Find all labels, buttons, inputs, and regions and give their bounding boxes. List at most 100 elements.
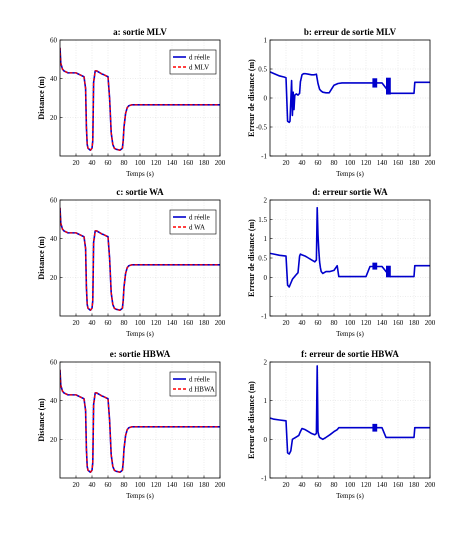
- y-tick-label: 2: [264, 197, 268, 205]
- x-tick-label: 200: [215, 481, 226, 489]
- x-tick-label: 140: [167, 481, 178, 489]
- x-tick-label: 60: [105, 481, 113, 489]
- x-axis-label: Temps (s): [126, 492, 154, 500]
- x-tick-label: 40: [299, 159, 307, 167]
- x-tick-label: 20: [283, 159, 291, 167]
- plot-content: [60, 369, 220, 474]
- x-tick-label: 80: [331, 481, 339, 489]
- legend-box: [169, 49, 217, 75]
- chart-panel-5: 20 40 60 80 100 120 140 160 180 200 20 40 60 e: sorti…: [37, 349, 226, 500]
- plot-content: [60, 207, 220, 312]
- x-tick-label: 40: [299, 481, 307, 489]
- x-tick-label: 20: [283, 481, 291, 489]
- x-axis-label: Temps (s): [336, 330, 364, 338]
- y-axis-label: Erreur de distance (m): [247, 59, 256, 137]
- legend: d réelle d MLV: [169, 49, 217, 75]
- y-tick-label: -0.5: [256, 124, 268, 132]
- y-tick-label: 0.5: [258, 255, 267, 263]
- x-tick-label: 180: [409, 481, 420, 489]
- x-tick-label: 80: [331, 319, 339, 327]
- y-tick-label: 20: [50, 274, 58, 282]
- x-tick-label: 60: [315, 481, 323, 489]
- chart-panel-6: 20 40 60 80 100 120 140 160 180 200 -1 0 1 2 f: erreur…: [247, 349, 436, 500]
- y-tick-label: 20: [50, 114, 58, 122]
- x-tick-label: 200: [425, 481, 436, 489]
- y-tick-label: 60: [50, 359, 58, 367]
- y-axis-label: Erreur de distance (m): [247, 381, 256, 459]
- x-tick-label: 100: [345, 159, 356, 167]
- series-line-1: [270, 365, 430, 455]
- x-tick-label: 200: [215, 319, 226, 327]
- legend-box: [169, 371, 217, 397]
- chart-title: d: erreur sortie WA: [312, 187, 388, 197]
- y-axis-label: Erreur de distance (m): [247, 219, 256, 297]
- plot-content: [60, 47, 220, 151]
- y-tick-label: 40: [50, 397, 58, 405]
- y-tick-label: 0: [264, 95, 268, 103]
- x-tick-label: 60: [105, 159, 113, 167]
- x-tick-label: 20: [73, 319, 81, 327]
- legend-entry: d MLV: [189, 64, 209, 72]
- x-tick-label: 80: [121, 481, 129, 489]
- chart-title: c: sortie WA: [116, 187, 164, 197]
- x-tick-label: 200: [425, 159, 436, 167]
- legend-entry: d réelle: [189, 54, 210, 62]
- x-tick-label: 120: [361, 481, 372, 489]
- chart-panel-1: 20 40 60 80 100 120 140 160 180 200 20 40 60 a: sorti…: [37, 27, 226, 178]
- x-tick-label: 140: [377, 481, 388, 489]
- x-tick-label: 140: [167, 319, 178, 327]
- x-tick-label: 40: [89, 159, 97, 167]
- series-line-1: [60, 369, 220, 474]
- x-tick-label: 80: [121, 159, 129, 167]
- x-tick-label: 160: [393, 159, 404, 167]
- legend-entry: d WA: [189, 224, 205, 232]
- y-axis-label: Distance (m): [37, 236, 46, 280]
- x-tick-label: 140: [377, 319, 388, 327]
- x-tick-label: 100: [135, 481, 146, 489]
- y-tick-label: 1.5: [258, 216, 267, 224]
- oscillation-band: [386, 265, 391, 278]
- y-tick-label: 0: [264, 436, 268, 444]
- x-tick-label: 160: [183, 481, 194, 489]
- x-tick-label: 80: [331, 159, 339, 167]
- y-tick-label: 20: [50, 436, 58, 444]
- x-tick-label: 120: [151, 481, 162, 489]
- x-axis-label: Temps (s): [126, 330, 154, 338]
- chart-title: b: erreur de sortie MLV: [304, 27, 397, 37]
- plot-content: [270, 365, 430, 455]
- x-tick-label: 160: [183, 319, 194, 327]
- x-tick-label: 60: [315, 319, 323, 327]
- legend-entry: d réelle: [189, 214, 210, 222]
- y-tick-label: 60: [50, 37, 58, 45]
- x-tick-label: 120: [151, 319, 162, 327]
- y-tick-label: 60: [50, 197, 58, 205]
- x-tick-label: 100: [135, 159, 146, 167]
- y-tick-label: 1: [264, 37, 268, 45]
- y-axis-label: Distance (m): [37, 398, 46, 442]
- x-tick-label: 100: [345, 481, 356, 489]
- y-tick-label: -1: [261, 313, 267, 321]
- oscillation-band: [386, 77, 391, 95]
- y-tick-label: 0.5: [258, 66, 267, 74]
- x-axis-label: Temps (s): [336, 170, 364, 178]
- y-tick-label: 2: [264, 359, 268, 367]
- legend: d réelle d WA: [169, 209, 217, 235]
- x-tick-label: 20: [283, 319, 291, 327]
- x-tick-label: 100: [135, 319, 146, 327]
- y-tick-label: 1: [264, 397, 268, 405]
- legend-entry: d HBWA: [189, 386, 215, 394]
- y-tick-label: 40: [50, 75, 58, 83]
- x-tick-label: 40: [299, 319, 307, 327]
- series-line-1: [60, 207, 220, 312]
- chart-panel-3: 20 40 60 80 100 120 140 160 180 200 20 40 60 c: sorti…: [37, 187, 226, 338]
- chart-panel-2: 20 40 60 80 100 120 140 160 180 200 -1 -0.5 0 0.5 1 b: …: [247, 27, 436, 178]
- x-tick-label: 60: [105, 319, 113, 327]
- x-tick-label: 180: [199, 481, 210, 489]
- plot-content: [270, 71, 430, 124]
- x-axis-label: Temps (s): [126, 170, 154, 178]
- x-tick-label: 180: [199, 159, 210, 167]
- x-tick-label: 180: [199, 319, 210, 327]
- x-tick-label: 160: [393, 481, 404, 489]
- x-tick-label: 100: [345, 319, 356, 327]
- series-line-1: [270, 71, 430, 124]
